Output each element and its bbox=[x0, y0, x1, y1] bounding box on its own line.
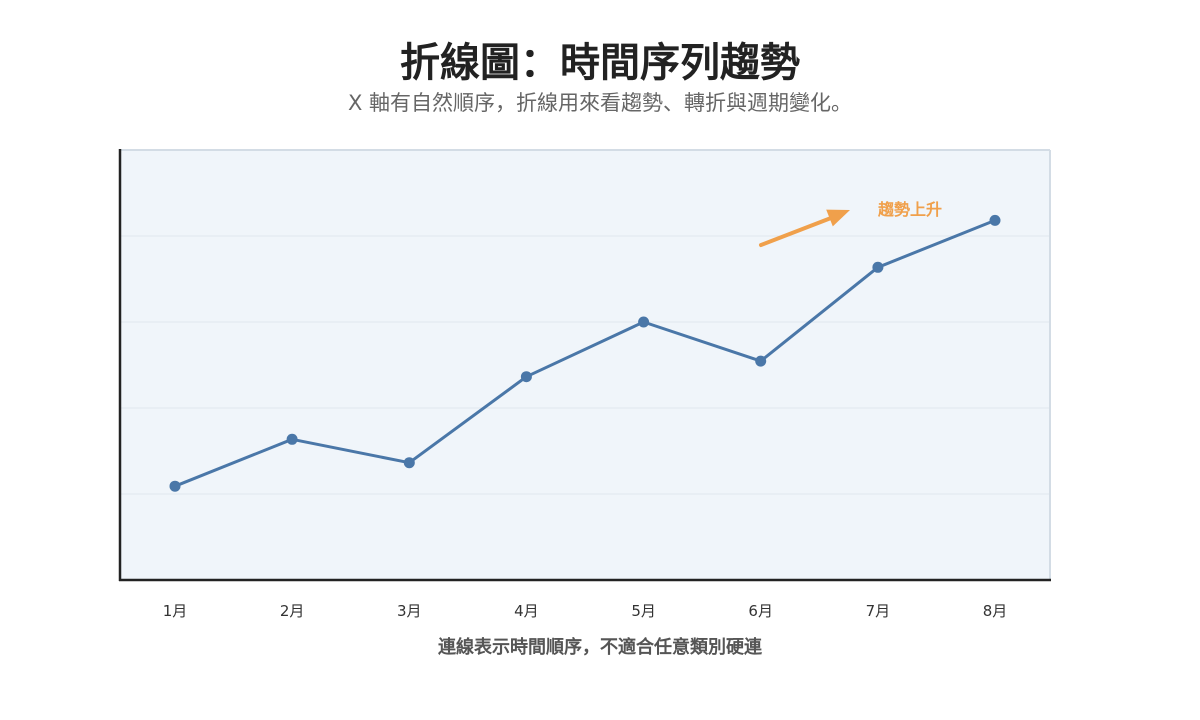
x-tick-label: 5月 bbox=[631, 602, 656, 620]
data-point-5 bbox=[638, 316, 650, 328]
x-axis-label: 連線表示時間順序，不適合任意類別硬連 bbox=[438, 636, 763, 658]
x-tick-labels: 1月 2月 3月 4月 5月 6月 7月 8月 bbox=[163, 602, 1008, 620]
trend-annotation-label: 趨勢上升 bbox=[877, 200, 942, 219]
data-point-2 bbox=[286, 433, 298, 445]
x-tick-label: 7月 bbox=[866, 602, 891, 620]
series-line bbox=[173, 218, 997, 488]
data-point-8 bbox=[989, 214, 1001, 226]
x-tick-label: 3月 bbox=[397, 602, 422, 620]
x-tick-label: 1月 bbox=[163, 602, 188, 620]
trend-arrow-head bbox=[826, 209, 850, 227]
x-tick-label: 4月 bbox=[514, 602, 539, 620]
trend-arrow-shaft bbox=[759, 216, 833, 247]
data-point-6 bbox=[755, 355, 767, 367]
data-point-4 bbox=[520, 371, 532, 383]
plot-background bbox=[120, 150, 1050, 580]
trend-annotation: 趨勢上升 bbox=[759, 200, 942, 247]
series-group bbox=[169, 214, 1001, 492]
gridlines bbox=[120, 235, 1050, 495]
data-point-3 bbox=[403, 457, 415, 469]
data-point-7 bbox=[872, 261, 884, 273]
x-tick-label: 6月 bbox=[748, 602, 773, 620]
x-tick-label: 2月 bbox=[280, 602, 305, 620]
data-point-1 bbox=[169, 480, 181, 492]
chart-subtitle: X 軸有自然順序，折線用來看趨勢、轉折與週期變化。 bbox=[347, 91, 853, 115]
x-tick-label: 8月 bbox=[983, 602, 1008, 620]
chart-title: 折線圖：時間序列趨勢 bbox=[400, 40, 800, 86]
